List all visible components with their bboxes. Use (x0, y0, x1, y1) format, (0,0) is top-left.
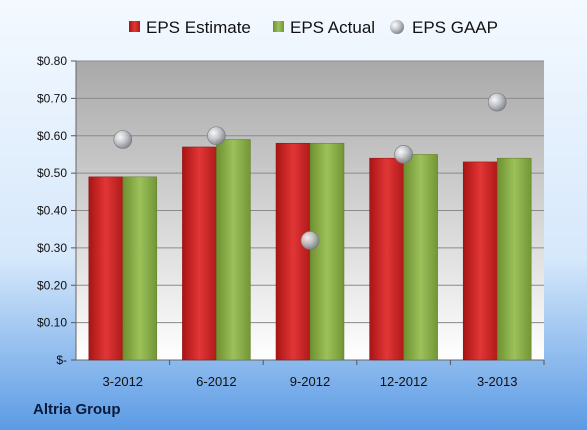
y-tick-label: $0.20 (37, 278, 67, 292)
x-tick-label: 12-2012 (380, 374, 428, 389)
y-tick-label: $0.80 (37, 54, 67, 68)
y-tick-label: $0.50 (37, 166, 67, 180)
marker-eps-gaap (113, 130, 133, 149)
legend-label-estimate: EPS Estimate (146, 18, 251, 37)
bar-eps-estimate (369, 157, 404, 361)
gaap-markers (113, 92, 507, 250)
bar-eps-actual (309, 142, 345, 361)
marker-eps-gaap (487, 92, 507, 112)
x-tick-label: 9-2012 (290, 374, 330, 389)
bar-eps-estimate (462, 161, 498, 361)
x-tick-label: 3-2012 (103, 374, 143, 389)
legend-label-gaap: EPS GAAP (412, 18, 498, 37)
y-axis-tick-labels: $- $0.10 $0.20 $0.30 $0.40 $0.50 $0.60 $0.70 $0.… (37, 54, 67, 367)
x-tick-label: 3-2013 (477, 374, 517, 389)
y-tick-label: $- (56, 353, 67, 367)
legend-swatch-actual (273, 21, 284, 32)
bar-eps-estimate (182, 146, 217, 361)
company-label: Altria Group (33, 401, 121, 418)
bar-eps-actual (496, 157, 532, 361)
bars (88, 139, 532, 361)
x-tick-label: 6-2012 (196, 374, 236, 389)
legend-swatch-gaap (390, 20, 404, 34)
legend-label-actual: EPS Actual (290, 18, 375, 37)
bar-eps-estimate (275, 142, 311, 361)
y-tick-label: $0.30 (37, 241, 67, 255)
marker-eps-gaap (300, 231, 320, 250)
bar-eps-actual (216, 139, 251, 361)
y-tick-label: $0.60 (37, 129, 67, 143)
marker-eps-gaap (394, 145, 413, 164)
y-tick-label: $0.10 (37, 316, 67, 330)
legend: EPS Estimate EPS Actual EPS GAAP (129, 18, 498, 37)
x-axis-tick-labels: 3-2012 6-2012 9-2012 12-2012 3-2013 (103, 360, 545, 389)
bar-eps-actual (403, 154, 438, 361)
legend-swatch-estimate (129, 21, 140, 32)
y-tick-label: $0.40 (37, 204, 67, 218)
y-tick-label: $0.70 (37, 91, 67, 105)
bar-eps-actual (122, 176, 158, 361)
bar-eps-estimate (88, 176, 124, 361)
marker-eps-gaap (207, 126, 226, 146)
